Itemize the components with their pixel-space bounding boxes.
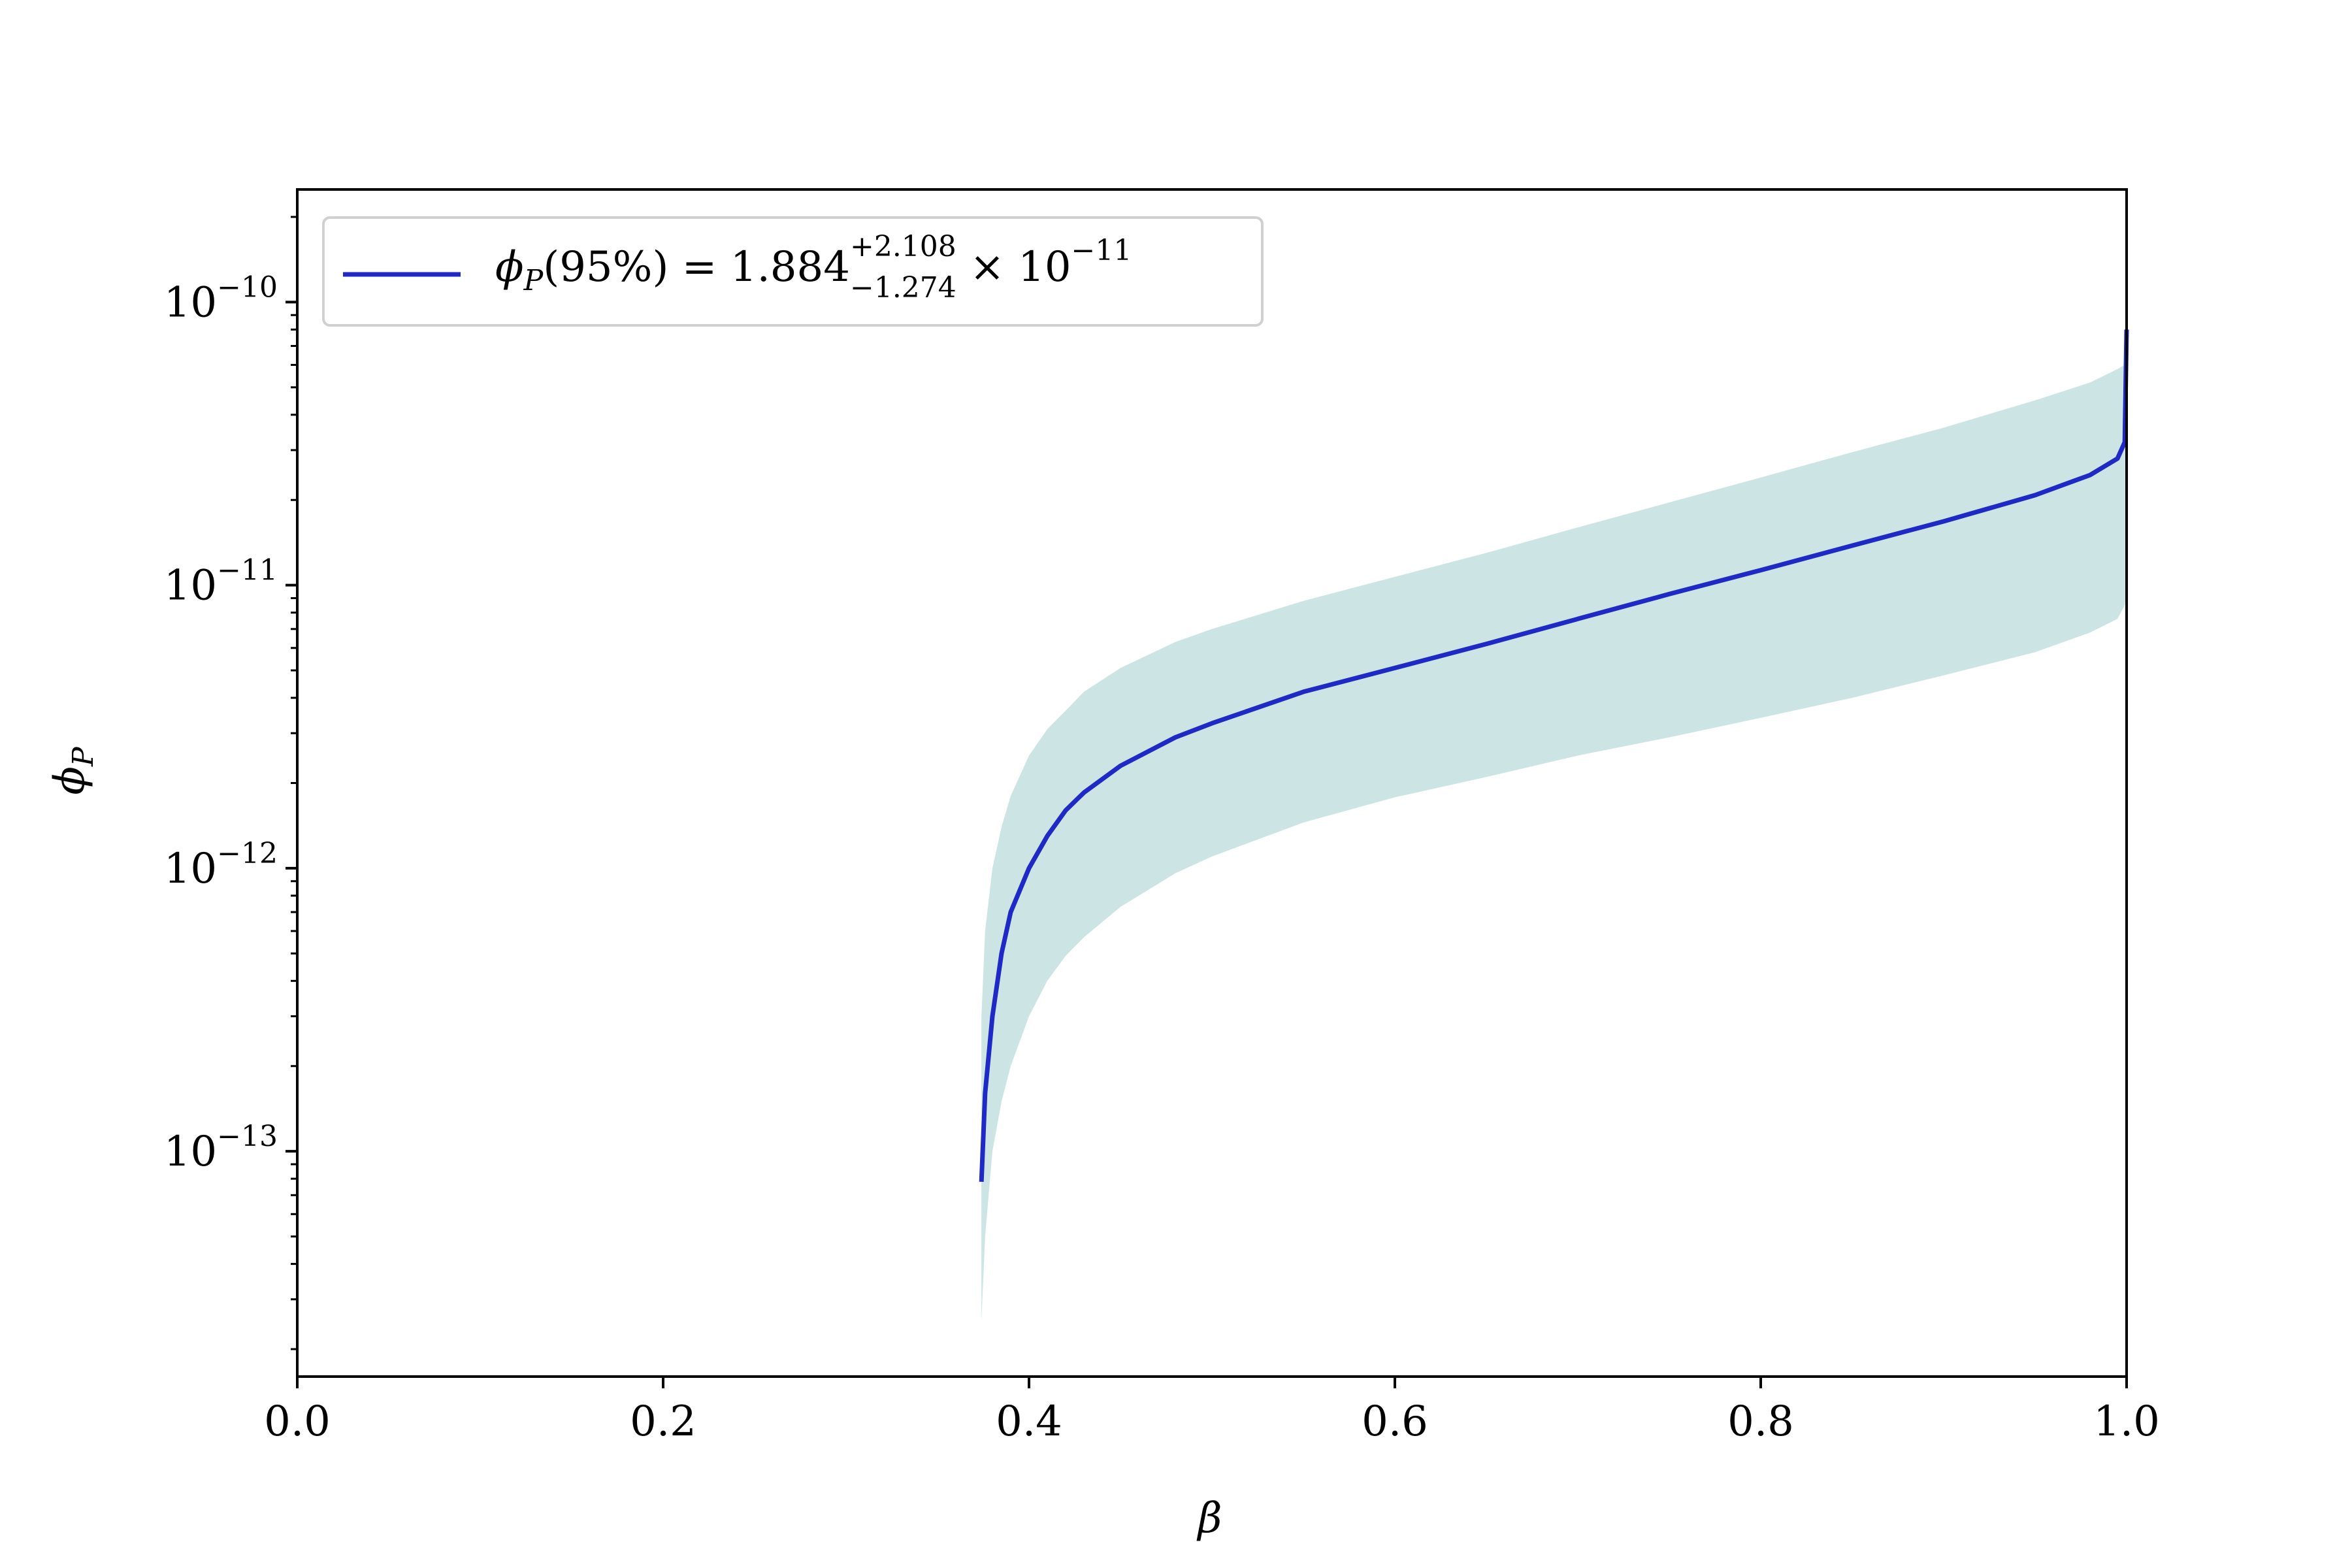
x-axis-label: β: [1197, 1494, 1222, 1543]
x-tick-label: 0.8: [1727, 1397, 1794, 1446]
x-tick-label: 0.2: [630, 1397, 696, 1446]
x-axis: 0.0 0.2 0.4 0.6 0.8 1.0: [264, 1377, 2160, 1446]
x-tick-label: 0.4: [996, 1397, 1062, 1446]
y-tick-label: 10−13: [164, 1120, 278, 1176]
y-tick-label: 10−11: [164, 554, 278, 610]
legend-box: [322, 216, 1264, 327]
y-axis: 10−13 10−12 10−11 10−10: [164, 216, 297, 1350]
y-axis-label: ϕP: [46, 746, 100, 795]
confidence-band: [981, 365, 2127, 1322]
median-line: [979, 329, 2129, 1183]
legend-label: ϕP(95%) = 1.884+2.108 −1.274 × 10−11: [495, 230, 1132, 304]
legend: ϕP(95%) = 1.884+2.108 −1.274 × 10−11: [322, 216, 1264, 327]
x-tick-label: 0.0: [264, 1397, 331, 1446]
y-tick-label: 10−10: [164, 270, 278, 327]
x-tick-label: 1.0: [2093, 1397, 2160, 1446]
x-tick-label: 0.6: [1362, 1397, 1428, 1446]
y-tick-label: 10−12: [164, 837, 278, 893]
plot-area: [979, 329, 2129, 1322]
